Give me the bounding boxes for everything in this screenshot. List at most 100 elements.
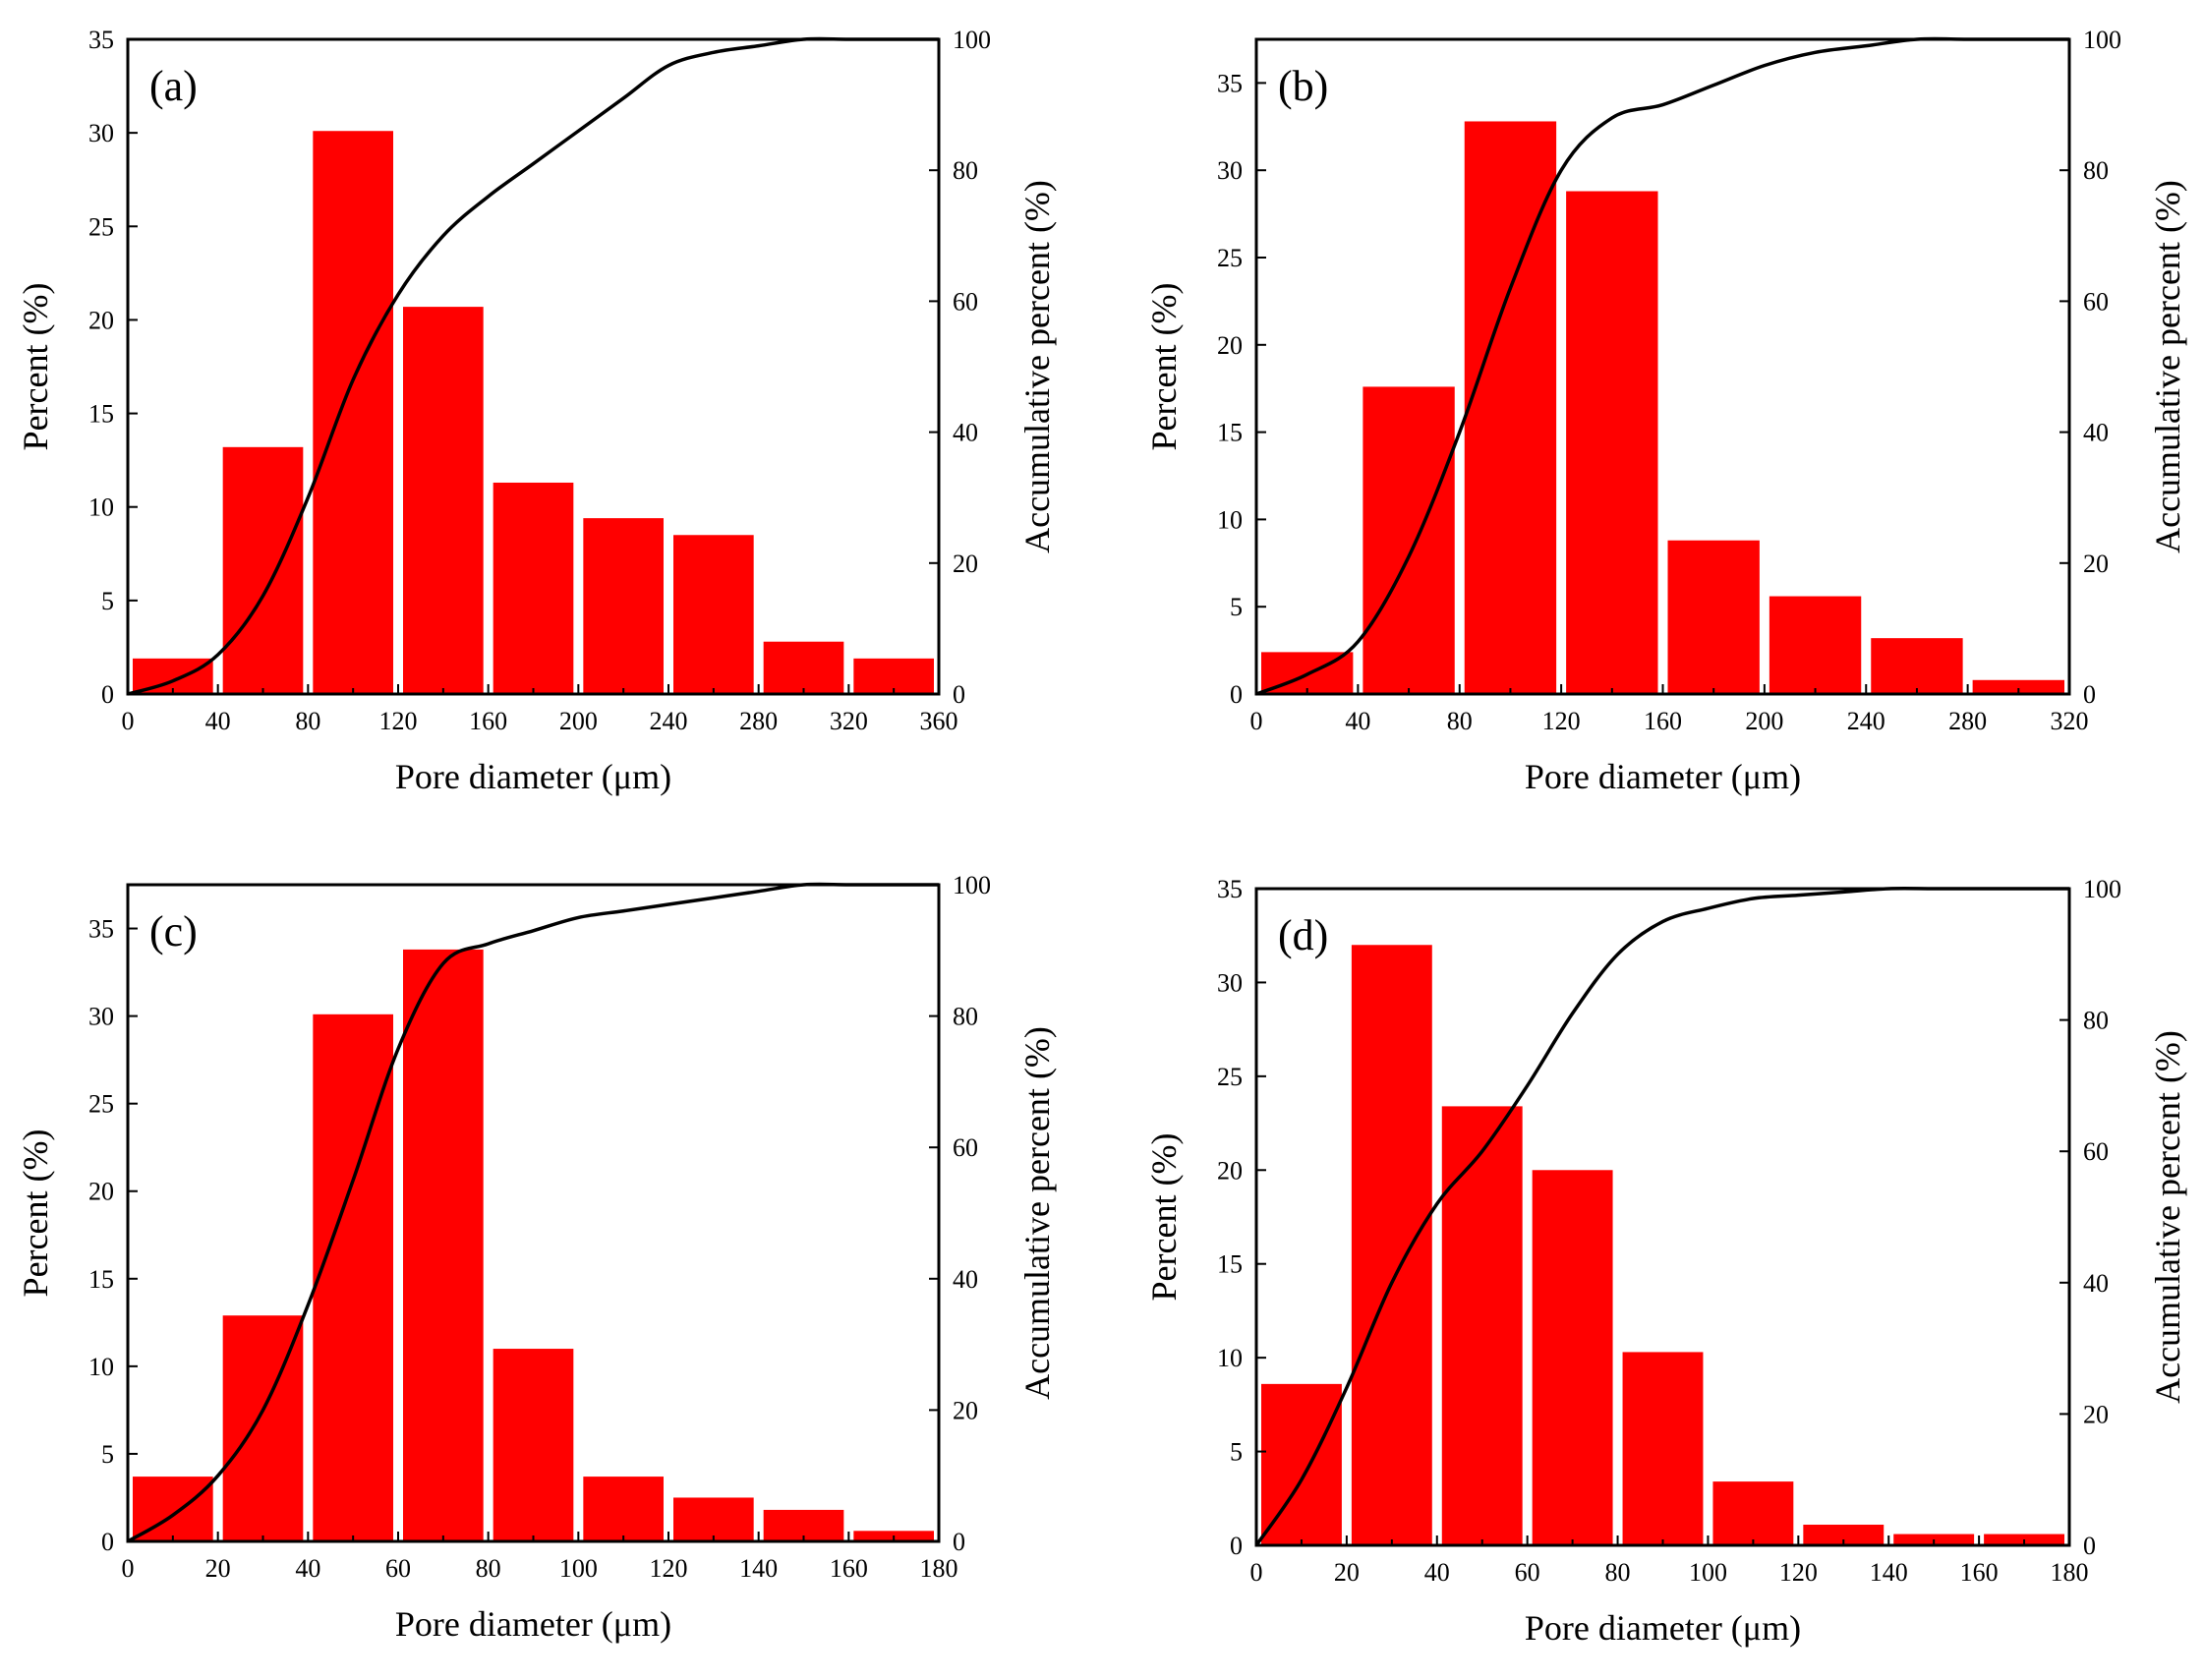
x-tick-label: 120: [379, 707, 418, 735]
y-tick-label: 10: [88, 1353, 114, 1381]
y-tick-label: 10: [1217, 505, 1243, 534]
y-tick-label: 15: [88, 1265, 114, 1294]
histogram-bar: [403, 307, 484, 694]
y2-tick-label: 20: [953, 1396, 978, 1424]
x-tick-label: 140: [1870, 1558, 1908, 1587]
y-tick-label: 30: [1217, 968, 1243, 997]
y2-axis-title: Accumulative percent (%): [2148, 180, 2187, 553]
y2-tick-label: 80: [953, 156, 978, 185]
x-tick-label: 320: [2051, 707, 2089, 735]
x-tick-label: 0: [122, 707, 135, 735]
x-tick-label: 240: [650, 707, 688, 735]
histogram-bar: [1769, 596, 1862, 694]
y-tick-label: 20: [88, 1178, 114, 1206]
histogram-bar: [673, 1497, 754, 1541]
x-tick-label: 160: [830, 1554, 868, 1583]
y-tick-label: 30: [88, 119, 114, 147]
x-tick-label: 40: [1345, 707, 1370, 735]
panel-label: (c): [149, 907, 198, 956]
histogram-bar: [313, 131, 393, 695]
y-tick-label: 0: [1230, 680, 1243, 709]
x-tick-label: 120: [1779, 1558, 1818, 1587]
x-tick-label: 180: [2051, 1558, 2089, 1587]
x-tick-label: 160: [469, 707, 507, 735]
y2-tick-label: 60: [2083, 287, 2109, 316]
x-tick-label: 280: [739, 707, 778, 735]
histogram-bar: [222, 446, 304, 694]
y2-tick-label: 0: [2083, 680, 2096, 709]
y-tick-label: 35: [1217, 875, 1243, 903]
y-tick-label: 25: [88, 1090, 114, 1119]
panel-d: 0 20 40 60 80 100 120 140 160 1800510152025303502…: [1144, 875, 2187, 1648]
x-tick-label: 60: [385, 1554, 411, 1583]
histogram-bar: [583, 518, 664, 694]
histogram-bar: [1566, 191, 1658, 694]
histogram-bar: [1464, 121, 1557, 695]
y2-tick-label: 20: [953, 550, 978, 578]
histogram-bar: [1972, 679, 2064, 694]
y2-tick-label: 60: [953, 1133, 978, 1162]
x-tick-label: 120: [650, 1554, 688, 1583]
panel-label: (d): [1278, 911, 1328, 959]
y-tick-label: 5: [1230, 1438, 1243, 1467]
y-tick-label: 5: [101, 1440, 114, 1469]
x-axis-title: Pore diameter (μm): [1525, 757, 1801, 796]
panel-label: (b): [1278, 62, 1328, 110]
x-axis-title: Pore diameter (μm): [395, 1604, 671, 1644]
x-tick-label: 20: [1334, 1558, 1360, 1587]
x-tick-label: 40: [205, 707, 231, 735]
x-tick-label: 140: [739, 1554, 778, 1583]
histogram-bar: [493, 1349, 574, 1541]
x-tick-label: 280: [1948, 707, 1987, 735]
x-tick-label: 40: [1424, 1558, 1450, 1587]
x-tick-label: 60: [1515, 1558, 1540, 1587]
y2-tick-label: 20: [2083, 1400, 2109, 1428]
x-tick-label: 80: [295, 707, 320, 735]
x-tick-label: 180: [920, 1554, 958, 1583]
histogram-bar: [673, 535, 754, 694]
x-tick-label: 100: [559, 1554, 598, 1583]
y-tick-label: 35: [88, 26, 114, 54]
panel-b: 0 40 80 120 160 200 240 280 32005101520253035020…: [1144, 26, 2187, 796]
x-tick-label: 100: [1689, 1558, 1727, 1587]
x-tick-label: 320: [830, 707, 868, 735]
y-tick-label: 25: [88, 212, 114, 241]
y2-tick-label: 60: [953, 287, 978, 316]
y2-tick-label: 80: [2083, 1007, 2109, 1035]
y2-tick-label: 100: [953, 871, 991, 899]
x-tick-label: 80: [1605, 1558, 1631, 1587]
x-tick-label: 360: [920, 707, 958, 735]
x-tick-label: 80: [1447, 707, 1473, 735]
x-tick-label: 40: [295, 1554, 320, 1583]
y-tick-label: 10: [1217, 1344, 1243, 1372]
x-tick-label: 200: [1745, 707, 1783, 735]
histogram-bar: [1667, 540, 1760, 694]
y2-tick-label: 0: [953, 1528, 965, 1556]
histogram-bar: [493, 482, 574, 694]
y-tick-label: 20: [1217, 331, 1243, 360]
y2-tick-label: 100: [2083, 875, 2121, 903]
y-tick-label: 15: [88, 400, 114, 429]
y2-tick-label: 40: [953, 1265, 978, 1294]
histogram-bar: [1622, 1352, 1704, 1545]
y-axis-title: Percent (%): [16, 1130, 55, 1298]
x-tick-label: 80: [476, 1554, 501, 1583]
histogram-bar: [1351, 945, 1432, 1545]
y-tick-label: 20: [1217, 1156, 1243, 1185]
y-tick-label: 0: [1230, 1532, 1243, 1560]
x-axis-title: Pore diameter (μm): [1525, 1608, 1801, 1648]
x-tick-label: 160: [1960, 1558, 1999, 1587]
histogram-bar: [1441, 1106, 1523, 1545]
y2-tick-label: 100: [953, 26, 991, 54]
y2-tick-label: 60: [2083, 1137, 2109, 1166]
x-tick-label: 160: [1644, 707, 1682, 735]
y-tick-label: 0: [101, 1528, 114, 1556]
histogram-bar: [403, 949, 484, 1541]
x-tick-label: 120: [1542, 707, 1581, 735]
y2-tick-label: 40: [2083, 1269, 2109, 1298]
histogram-bar: [1363, 386, 1455, 694]
histogram-bar: [1532, 1170, 1613, 1545]
histogram-bar: [583, 1477, 664, 1541]
histogram-bar: [853, 658, 934, 694]
